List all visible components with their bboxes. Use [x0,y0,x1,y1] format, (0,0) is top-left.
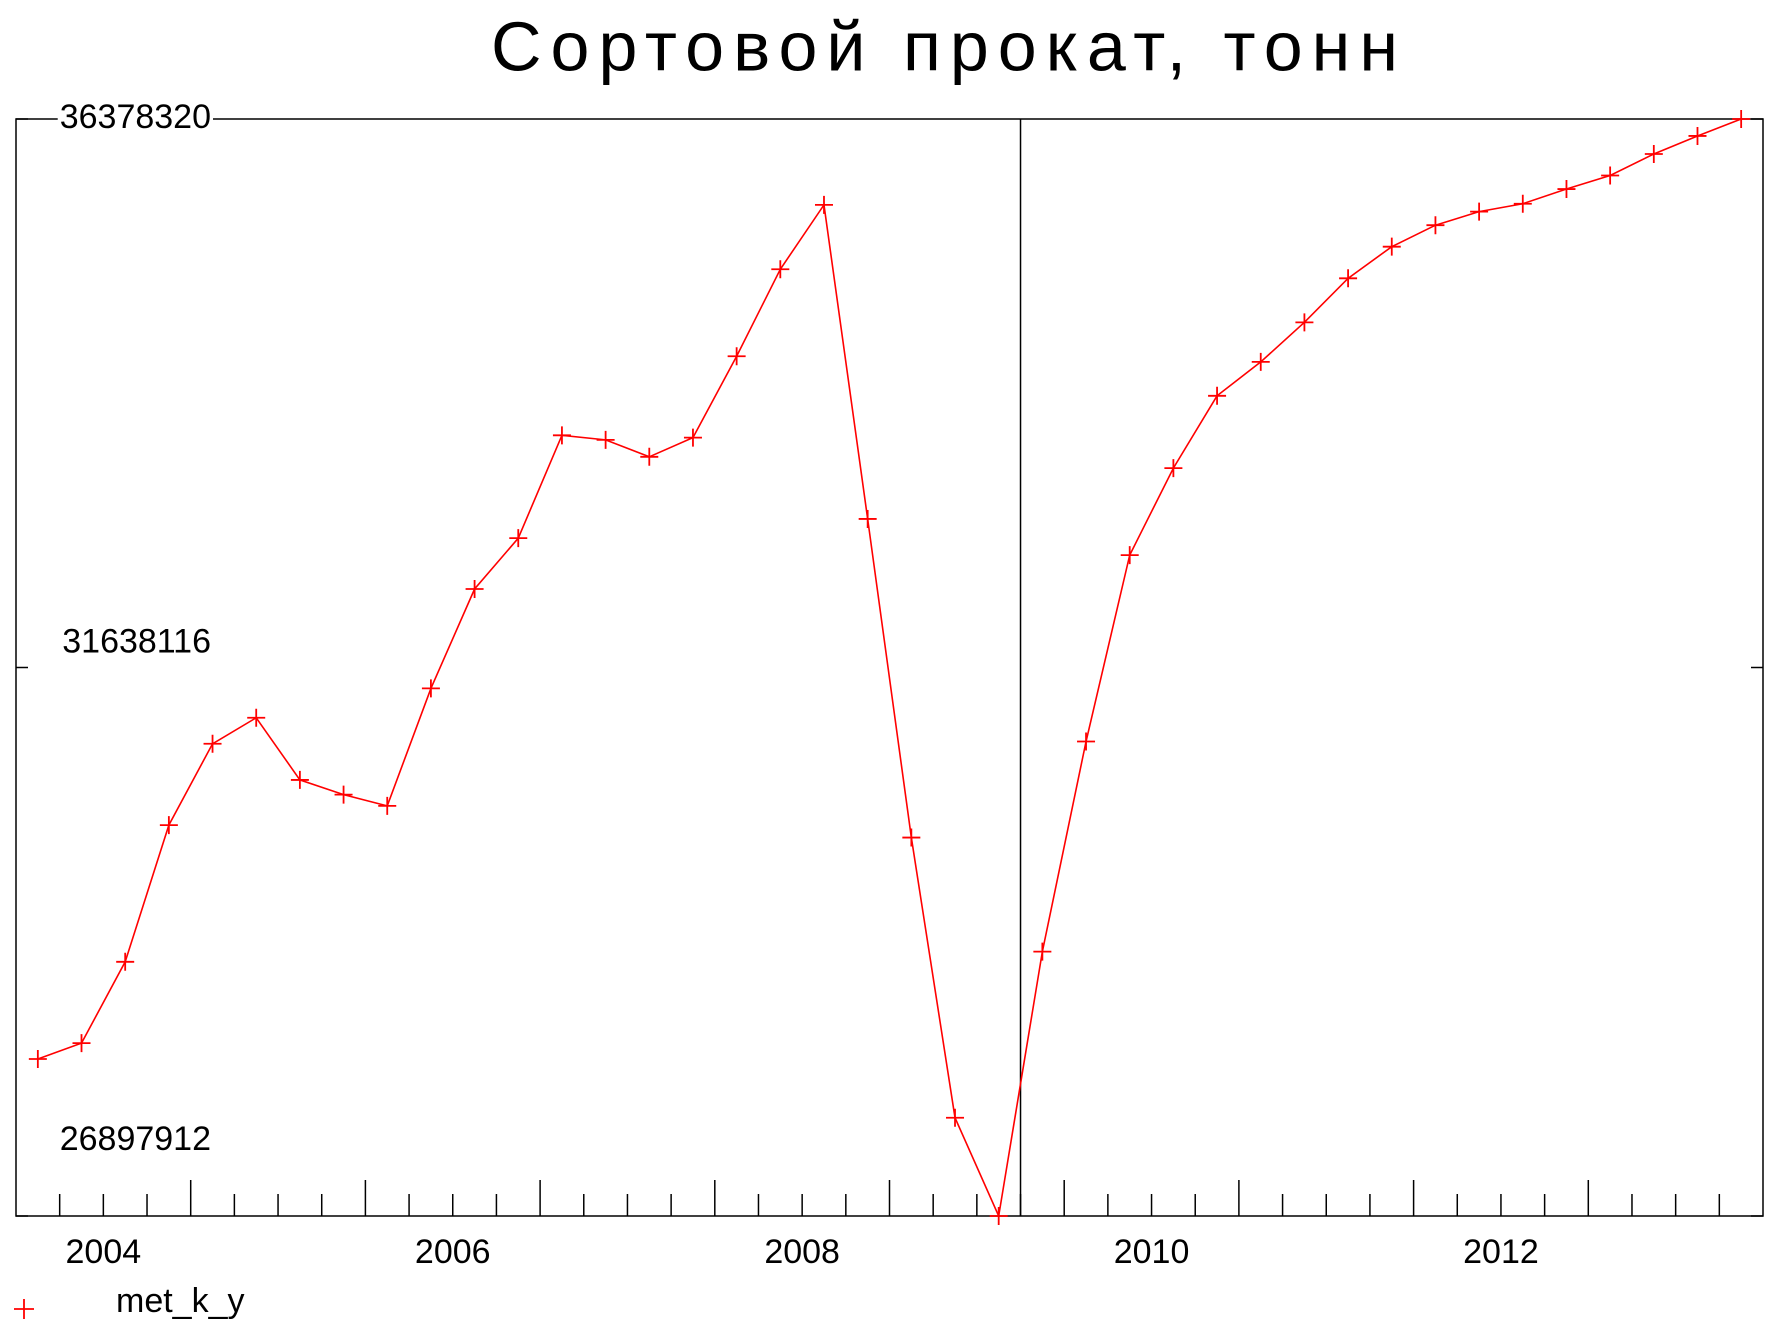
data-point [596,430,615,449]
x-tick-label: 2004 [66,1233,142,1271]
data-point [28,1049,47,1068]
data-point [1295,313,1314,332]
data-point [421,679,440,698]
data-point [1339,269,1358,288]
data-point [902,828,921,847]
data-point [552,426,571,445]
y-tick-label: 26897912 [60,1120,211,1158]
data-point [1601,166,1620,185]
data-point [858,509,877,528]
series-line [37,118,1742,1219]
label-bg [57,1119,213,1158]
data-point [727,347,746,366]
data-point [1208,386,1227,405]
data-point [334,785,353,804]
chart-title: Сортовой прокат, тонн [491,7,1407,85]
data-point [1164,459,1183,478]
data-point [1426,216,1445,235]
y-tick-label: 31638116 [62,622,211,660]
data-point [989,1207,1008,1225]
data-point [1077,732,1096,751]
data-point [72,1034,91,1053]
data-point [1120,546,1139,565]
x-tick-label: 2006 [415,1233,491,1271]
data-point [1513,194,1532,213]
data-point [771,260,790,279]
data-point [946,1108,965,1127]
data-point [116,952,135,971]
data-point [1557,180,1576,199]
data-point [1732,110,1751,128]
data-point [159,816,178,835]
data-point [1251,352,1270,371]
data-point [1470,202,1489,221]
data-point [1382,237,1401,256]
x-tick-label: 2008 [764,1233,840,1271]
data-point [509,529,528,548]
data-point [378,796,397,815]
legend-marker [14,1299,34,1319]
data-point [1644,145,1663,164]
label-bg [57,97,213,136]
x-tick-label: 2010 [1114,1233,1190,1271]
data-point [1033,942,1052,961]
y-tick-label: 36378320 [60,98,211,136]
legend-label: met_k_y [116,1282,245,1320]
data-point [814,195,833,214]
x-tick-label: 2012 [1463,1233,1539,1271]
label-bg [60,622,213,661]
data-point [1688,126,1707,145]
data-point [465,579,484,598]
data-point [290,770,309,789]
data-point [640,447,659,466]
data-point [247,708,266,727]
plot-frame [15,118,1764,1217]
data-point [683,428,702,447]
data-point [203,734,222,753]
